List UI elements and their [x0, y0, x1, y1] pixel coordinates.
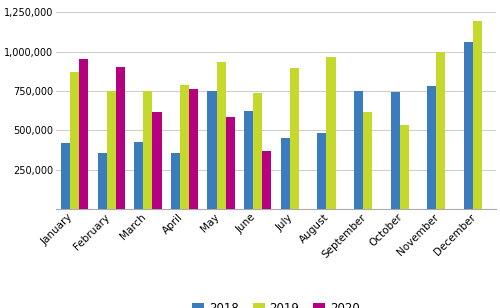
- Bar: [318, 133, 326, 209]
- Bar: [79, 59, 88, 209]
- Bar: [106, 91, 116, 209]
- Bar: [473, 21, 482, 209]
- Bar: [244, 111, 253, 209]
- Bar: [390, 92, 400, 209]
- Bar: [144, 91, 152, 209]
- Bar: [180, 85, 189, 209]
- Bar: [280, 138, 290, 209]
- Legend: 2018, 2019, 2020: 2018, 2019, 2020: [192, 302, 360, 308]
- Bar: [262, 151, 272, 209]
- Bar: [61, 143, 70, 209]
- Bar: [216, 62, 226, 209]
- Bar: [363, 112, 372, 209]
- Bar: [253, 93, 262, 209]
- Bar: [208, 91, 216, 209]
- Bar: [290, 68, 299, 209]
- Bar: [98, 152, 106, 209]
- Bar: [427, 86, 436, 209]
- Bar: [464, 42, 473, 209]
- Bar: [226, 117, 235, 209]
- Bar: [354, 91, 363, 209]
- Bar: [326, 57, 336, 209]
- Bar: [134, 142, 143, 209]
- Bar: [400, 125, 409, 209]
- Bar: [70, 72, 79, 209]
- Bar: [116, 67, 125, 209]
- Bar: [436, 52, 446, 209]
- Bar: [189, 89, 198, 209]
- Bar: [152, 111, 162, 209]
- Bar: [171, 153, 180, 209]
